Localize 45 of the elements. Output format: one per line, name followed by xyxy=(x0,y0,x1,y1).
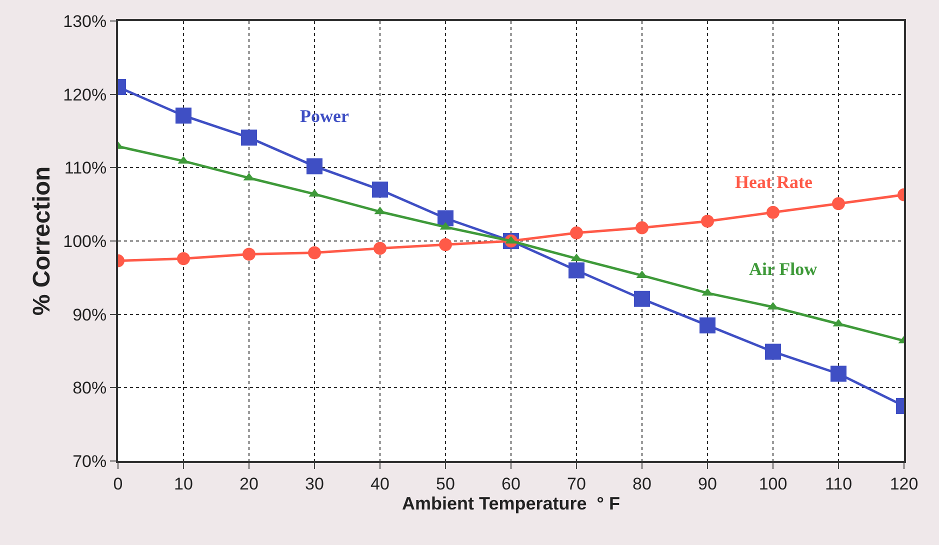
x-tick-label: 100 xyxy=(758,474,788,494)
point xyxy=(568,262,584,278)
point xyxy=(832,197,845,210)
point xyxy=(241,130,257,146)
x-axis-title: Ambient Temperature ° F xyxy=(402,493,620,514)
point xyxy=(636,221,648,234)
point xyxy=(701,214,714,228)
series-label: Heat Rate xyxy=(735,172,812,192)
point xyxy=(438,210,454,226)
x-tick-label: 120 xyxy=(890,474,918,494)
point xyxy=(766,206,780,219)
point xyxy=(634,290,650,307)
point xyxy=(242,248,256,261)
x-tick-label: 70 xyxy=(567,474,586,494)
x-tick-label: 80 xyxy=(632,474,652,494)
point xyxy=(308,246,321,260)
x-tick-label: 90 xyxy=(698,474,717,494)
point xyxy=(374,242,386,255)
point xyxy=(176,108,192,124)
point xyxy=(765,344,781,360)
x-tick-label: 0 xyxy=(113,474,123,494)
y-tick-label: 70% xyxy=(72,452,107,471)
x-tick-label: 30 xyxy=(305,474,324,494)
point xyxy=(306,158,322,174)
y-tick-label: 80% xyxy=(72,378,107,398)
series-label: Air Flow xyxy=(749,259,818,279)
point xyxy=(830,366,846,382)
x-tick-label: 20 xyxy=(240,474,258,494)
y-tick-label: 100% xyxy=(63,232,107,251)
series-label: Power xyxy=(300,106,349,126)
point xyxy=(570,226,583,240)
x-tick-label: 110 xyxy=(824,474,852,494)
x-tick-label: 10 xyxy=(174,474,193,494)
point xyxy=(177,252,190,266)
x-tick-label: 50 xyxy=(436,474,455,494)
y-tick-label: 90% xyxy=(72,305,107,324)
y-tick-label: 110% xyxy=(64,158,107,178)
y-axis-title: % Correction xyxy=(28,166,56,316)
point xyxy=(439,238,452,252)
x-tick-label: 40 xyxy=(370,474,390,494)
y-tick-label: 130% xyxy=(63,12,107,31)
point xyxy=(372,182,388,198)
point xyxy=(700,317,716,334)
y-tick-label: 120% xyxy=(63,85,107,104)
x-tick-label: 60 xyxy=(502,474,520,494)
